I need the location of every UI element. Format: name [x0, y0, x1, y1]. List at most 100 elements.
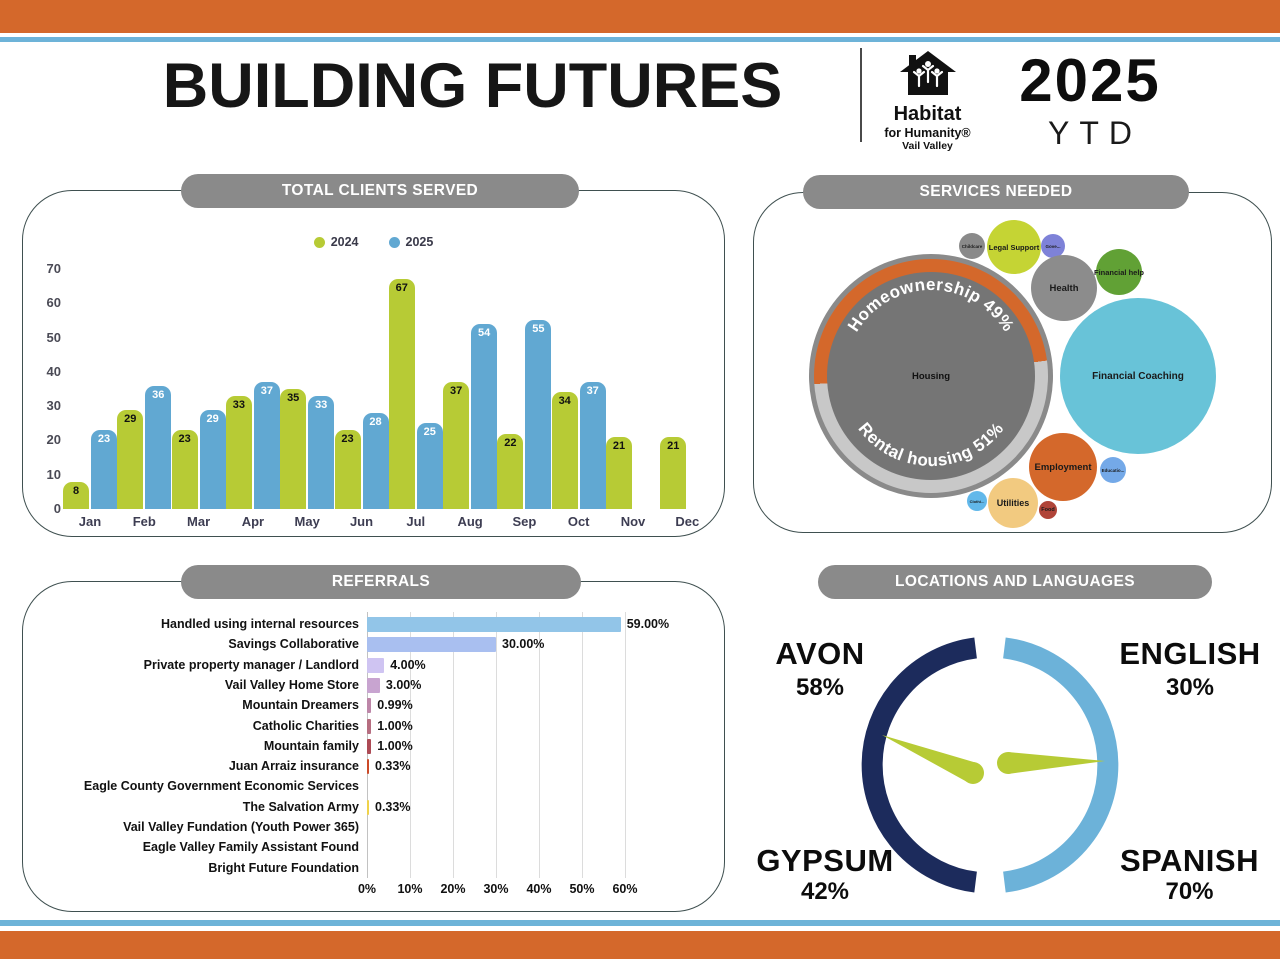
x-tick-jul: Jul — [406, 514, 426, 529]
location-gypsum-value: 42% — [800, 878, 850, 905]
referral-bar-3 — [367, 677, 380, 693]
referral-label-10: Vail Valley Fundation (Youth Power 365) — [123, 820, 359, 834]
bar-2025-jun — [362, 413, 389, 509]
bar-2025-sep — [525, 320, 552, 509]
bar-2025-jan — [91, 430, 117, 509]
top-orange-band — [0, 0, 1280, 33]
bar-value-2024-dec: 21 — [667, 440, 680, 452]
bar-2025-apr — [253, 382, 280, 509]
panel-title-referrals: REFERRALS — [181, 565, 581, 599]
panel-total-clients-served: TOTAL CLIENTS SERVED 2024 2025 0 10 20 30 40 5… — [22, 174, 725, 537]
referral-label-8: Eagle County Government Economic Service… — [83, 779, 359, 794]
y-tick-50: 50 — [46, 329, 61, 345]
x-tick-aug: Aug — [457, 514, 483, 529]
bar-value-2025-may: 33 — [315, 399, 328, 411]
bar-value-2024-feb: 29 — [124, 413, 137, 425]
referral-label-6: Mountain family — [263, 738, 359, 753]
legend-label-2024: 2024 — [330, 235, 359, 249]
referral-label-7: Juan Arraiz insurance — [228, 759, 359, 774]
x-tick-apr: Apr — [241, 514, 265, 529]
housing-core-circle — [827, 272, 1035, 480]
legend-label-2025: 2025 — [405, 235, 434, 249]
location-avon-value: 58% — [795, 674, 845, 701]
y-tick-20: 20 — [46, 432, 61, 448]
referral-bar-4 — [367, 698, 372, 714]
referral-value-9: 0.33% — [375, 799, 411, 814]
bar-2024-apr — [225, 396, 252, 509]
x-tick-may: May — [294, 514, 320, 529]
referral-label-0: Handled using internal resources — [161, 617, 359, 631]
y-tick-0: 0 — [53, 501, 61, 516]
bubble-health: Health — [1031, 255, 1097, 321]
bar-2024-aug — [443, 382, 470, 509]
header-divider — [860, 48, 862, 142]
referral-bar-6 — [367, 738, 372, 754]
bar-2024-nov — [606, 437, 632, 509]
panel-title-services-needed: SERVICES NEEDED — [803, 175, 1189, 209]
referral-label-9: The Salvation Army — [242, 799, 359, 814]
bar-2024-oct — [551, 392, 578, 509]
year-label: 2025 — [1019, 47, 1161, 114]
panel-referrals: REFERRALS 0% 10% 20% 30% 40% 50% 60% Handled us… — [22, 565, 725, 912]
habitat-logo: Habitat for Humanity® Vail Valley — [880, 50, 975, 152]
year-block: 2025 YTD — [990, 46, 1190, 152]
grid-line-60% — [625, 612, 626, 878]
bar-value-2024-aug: 37 — [449, 385, 463, 397]
bar-value-2024-mar: 23 — [178, 433, 191, 445]
language-spanish-label: SPANISH — [1119, 843, 1259, 878]
bar-value-2024-jan: 8 — [72, 485, 80, 497]
logo-brand: Habitat — [893, 103, 962, 125]
referral-label-3: Vail Valley Home Store — [224, 677, 359, 692]
panel-locations-languages: LOCATIONS AND LANGUAGES AVON 58% ENGLISH… — [740, 560, 1280, 925]
x-tick-10%: 10% — [397, 882, 423, 896]
referral-value-2: 4.00% — [390, 657, 426, 672]
bar-2024-sep — [497, 434, 524, 509]
bar-2024-dec — [660, 437, 687, 509]
x-tick-dec: Dec — [675, 514, 700, 529]
panel-title-locations-languages: LOCATIONS AND LANGUAGES — [818, 565, 1212, 599]
bar-value-2025-oct: 37 — [586, 385, 599, 397]
bottom-blue-rule — [0, 920, 1280, 926]
locations-gauge — [861, 637, 1119, 893]
gauge-needles — [882, 735, 1105, 784]
x-tick-sep: Sep — [512, 514, 537, 529]
bar-value-2024-jul: 67 — [395, 282, 408, 294]
bar-2025-mar — [199, 410, 226, 509]
x-tick-60%: 60% — [612, 882, 638, 896]
bar-2025-may — [308, 396, 335, 509]
referral-label-5: Catholic Charities — [252, 718, 359, 733]
location-gypsum-label: GYPSUM — [756, 843, 894, 878]
bar-value-2025-jan: 23 — [97, 433, 111, 445]
bar-value-2024-nov: 21 — [612, 440, 626, 452]
y-tick-60: 60 — [46, 295, 61, 311]
bubble-financial-help: Financial help — [1094, 249, 1144, 295]
bubble-food: Food — [1039, 501, 1057, 519]
location-avon-label: AVON — [775, 636, 865, 671]
referral-value-5: 1.00% — [377, 718, 413, 733]
referral-value-4: 0.99% — [377, 698, 413, 713]
y-tick-30: 30 — [46, 398, 61, 414]
bar-2025-feb — [145, 386, 172, 509]
bubble-employment: Employment — [1029, 433, 1097, 501]
grid-line-20% — [453, 612, 454, 878]
bubble-financial-coaching: Financial Coaching — [1060, 298, 1216, 454]
x-tick-feb: Feb — [132, 514, 156, 529]
bar-2024-may — [280, 389, 307, 509]
grid-line-50% — [582, 612, 583, 878]
panel-services-needed: SERVICES NEEDED Homeownership 49% Rental… — [753, 175, 1272, 533]
referral-bar-5 — [367, 718, 372, 734]
bar-value-2024-oct: 34 — [558, 395, 571, 407]
bubble-legal-support: Legal Support — [987, 220, 1041, 274]
bar-value-2024-may: 35 — [287, 392, 300, 404]
grid-line-10% — [410, 612, 411, 878]
x-tick-20%: 20% — [440, 882, 466, 896]
bubble-childcare: Childcare — [959, 233, 985, 259]
bar-2024-feb — [117, 410, 144, 509]
bar-2024-jul — [388, 279, 415, 509]
referral-bar-9 — [367, 799, 369, 815]
bar-2025-jul — [416, 423, 443, 509]
referral-value-3: 3.00% — [385, 677, 422, 692]
referral-value-7: 0.33% — [375, 759, 411, 774]
x-tick-jan: Jan — [78, 514, 102, 529]
